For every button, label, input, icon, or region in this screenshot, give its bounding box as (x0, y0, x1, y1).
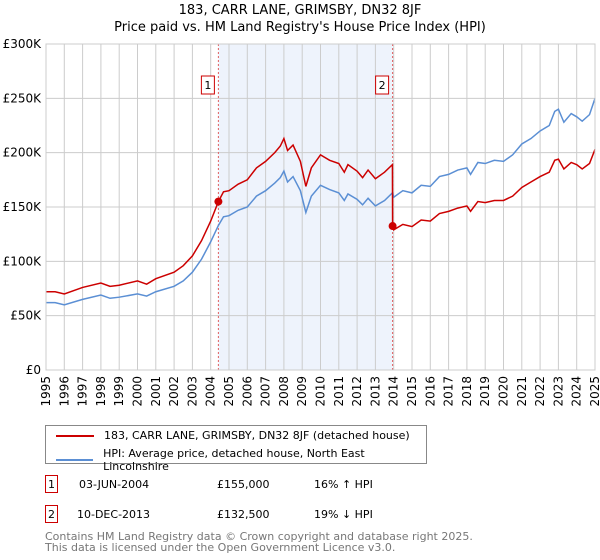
sale-marker-label: 2 (379, 79, 386, 92)
x-tick-label: 1996 (57, 376, 71, 407)
legend-label: HPI: Average price, detached house, Nort… (103, 447, 365, 473)
x-tick-label: 2009 (295, 376, 309, 407)
x-tick-label: 2002 (167, 376, 181, 407)
y-tick-label: £150K (3, 200, 43, 214)
x-tick-label: 2015 (405, 376, 419, 407)
x-tick-label: 2017 (442, 376, 456, 407)
y-tick-label: £50K (10, 309, 42, 323)
x-tick-label: 2014 (387, 376, 401, 407)
x-tick-label: 2008 (277, 376, 291, 407)
transaction-row: 2 10-DEC-2013 £132,500 19% ↓ HPI (45, 505, 445, 523)
y-tick-label: £200K (3, 146, 43, 160)
x-tick-label: 2012 (350, 376, 364, 407)
x-tick-label: 2019 (478, 376, 492, 407)
footer-line: Contains HM Land Registry data © Crown c… (45, 530, 473, 543)
sale-marker-box (375, 75, 390, 95)
footer: Contains HM Land Registry data © Crown c… (45, 531, 473, 553)
red-line-swatch (56, 434, 94, 437)
marker-badge: 1 (45, 475, 58, 493)
y-tick-label: £300K (3, 37, 43, 51)
x-tick-label: 1997 (76, 376, 90, 407)
y-tick-label: £250K (3, 91, 43, 105)
x-tick-label: 2013 (368, 376, 382, 407)
blue-line-swatch (56, 459, 94, 461)
x-tick-label: 2001 (149, 376, 163, 407)
sale-marker-label: 1 (204, 79, 211, 92)
sale-point (214, 197, 223, 206)
price-chart: £0 £50K £100K £150K £200K £250K £300K 1995 1996 1… (3, 37, 600, 407)
legend-item-hpi: HPI: Average price, detached house, Nort… (56, 447, 426, 473)
legend-label: 183, CARR LANE, GRIMSBY, DN32 8JF (detac… (104, 429, 410, 442)
transaction-price: £155,000 (217, 478, 270, 491)
marker-badge: 2 (45, 505, 58, 523)
chart-title: 183, CARR LANE, GRIMSBY, DN32 8JF (178, 3, 422, 18)
x-tick-label: 2022 (533, 376, 547, 407)
x-tick-label: 2010 (314, 376, 328, 407)
transaction-hpi: 16% ↑ HPI (314, 478, 373, 491)
transaction-price: £132,500 (217, 508, 270, 521)
x-tick-label: 2021 (515, 376, 529, 407)
price-paid-line (46, 136, 596, 295)
transaction-row: 1 03-JUN-2004 £155,000 16% ↑ HPI (45, 475, 445, 493)
hpi-line (46, 98, 596, 306)
transaction-hpi: 19% ↓ HPI (314, 508, 373, 521)
x-tick-label: 2005 (222, 376, 236, 407)
transaction-date: 10-DEC-2013 (77, 508, 151, 521)
x-tick-label: 2004 (204, 376, 218, 407)
y-tick-label: £100K (3, 254, 43, 268)
sale-marker-box (200, 75, 215, 95)
chart-subtitle: Price paid vs. HM Land Registry's House … (114, 20, 486, 35)
sale-point (388, 222, 397, 231)
x-tick-label: 2025 (588, 376, 600, 407)
x-tick-label: 2016 (423, 376, 437, 407)
legend-item-property: 183, CARR LANE, GRIMSBY, DN32 8JF (detac… (56, 429, 410, 442)
x-tick-label: 2000 (131, 376, 145, 407)
x-tick-label: 2006 (240, 376, 254, 407)
footer-line: This data is licensed under the Open Gov… (45, 541, 396, 554)
x-tick-label: 1998 (94, 376, 108, 407)
x-tick-label: 1999 (112, 376, 126, 407)
x-tick-label: 2007 (259, 376, 273, 407)
legend: 183, CARR LANE, GRIMSBY, DN32 8JF (detac… (45, 425, 427, 473)
y-tick-label: £0 (26, 363, 41, 377)
x-tick-label: 2003 (185, 376, 199, 407)
x-tick-label: 2023 (551, 376, 565, 407)
plot-frame (45, 43, 596, 371)
x-tick-label: 2020 (497, 376, 511, 407)
x-tick-label: 1995 (39, 376, 53, 407)
x-tick-label: 2011 (332, 376, 346, 407)
x-tick-label: 2018 (460, 376, 474, 407)
x-tick-label: 2024 (570, 376, 584, 407)
transaction-date: 03-JUN-2004 (79, 478, 150, 491)
